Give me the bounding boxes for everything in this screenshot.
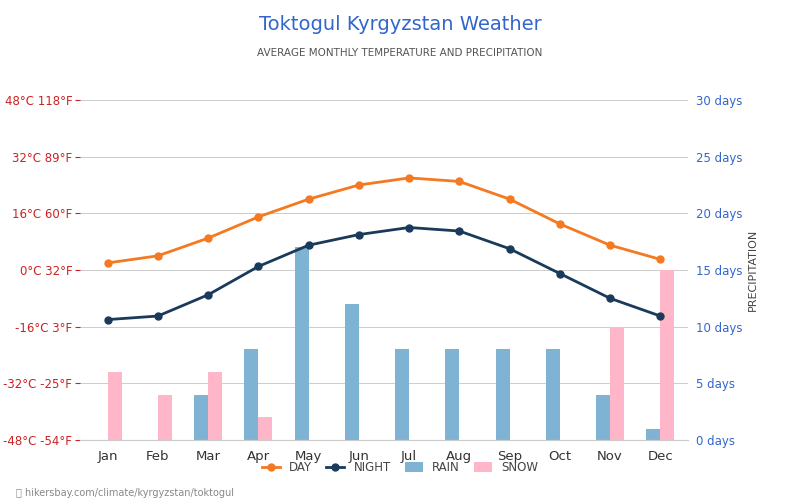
Bar: [546, 350, 560, 440]
Text: Toktogul Kyrgyzstan Weather: Toktogul Kyrgyzstan Weather: [258, 15, 542, 34]
Bar: [660, 270, 674, 440]
Text: AVERAGE MONTHLY TEMPERATURE AND PRECIPITATION: AVERAGE MONTHLY TEMPERATURE AND PRECIPIT…: [258, 48, 542, 58]
Bar: [610, 326, 624, 440]
Bar: [495, 350, 510, 440]
Bar: [108, 372, 122, 440]
Y-axis label: PRECIPITATION: PRECIPITATION: [748, 229, 758, 311]
Bar: [158, 394, 172, 440]
Bar: [258, 418, 273, 440]
Legend: DAY, NIGHT, RAIN, SNOW: DAY, NIGHT, RAIN, SNOW: [257, 456, 543, 479]
Bar: [395, 350, 409, 440]
Bar: [194, 394, 208, 440]
Text: ⌕ hikersbay.com/climate/kyrgyzstan/toktogul: ⌕ hikersbay.com/climate/kyrgyzstan/tokto…: [16, 488, 234, 498]
Bar: [244, 350, 258, 440]
Bar: [345, 304, 359, 440]
Bar: [646, 428, 660, 440]
Bar: [294, 248, 309, 440]
Bar: [208, 372, 222, 440]
Bar: [446, 350, 459, 440]
Bar: [596, 394, 610, 440]
